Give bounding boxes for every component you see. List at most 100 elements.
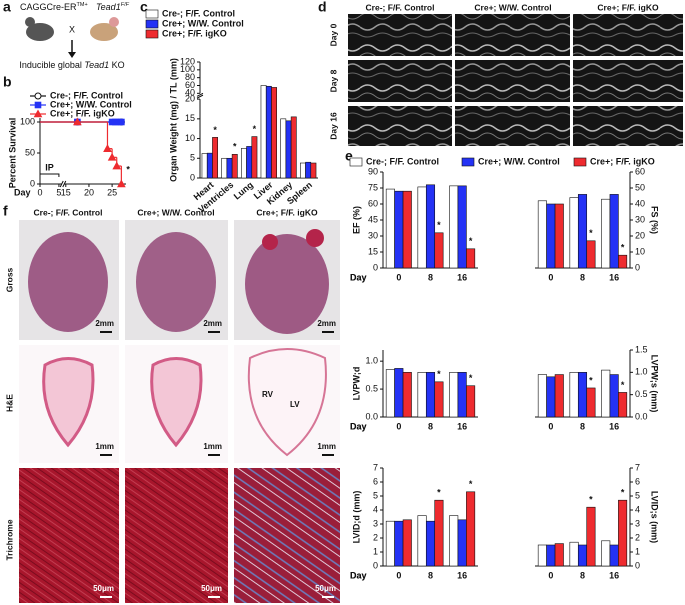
significance: * bbox=[437, 220, 441, 230]
row-label: Day 0 bbox=[328, 23, 338, 46]
scale-bar-label: 2mm bbox=[317, 319, 336, 328]
y-tick-label: 4 bbox=[635, 504, 640, 514]
panel-label: b bbox=[3, 74, 12, 90]
bar bbox=[280, 118, 287, 179]
row-label: H&E bbox=[4, 394, 14, 412]
y-tick-label: 0.5 bbox=[365, 383, 378, 393]
x-tick-label: 0 bbox=[548, 421, 553, 431]
echo-image bbox=[455, 60, 570, 102]
legend-swatch bbox=[349, 157, 363, 167]
bar bbox=[226, 157, 233, 179]
panel-d: Cre-; F/F. Control Cre+; W/W. Control Cr… bbox=[328, 2, 683, 146]
bar bbox=[417, 186, 427, 269]
bar bbox=[618, 254, 628, 269]
heart bbox=[28, 232, 108, 332]
panel-a: CAGGCre-ERTM+ Tead1F/F X Inducible globa… bbox=[19, 2, 129, 70]
y-tick-label: 1.0 bbox=[635, 367, 648, 377]
y-tick-label: 7 bbox=[373, 462, 378, 472]
scale-bar-label: 50μm bbox=[93, 584, 114, 593]
chamber-label: LV bbox=[290, 400, 300, 409]
y-tick-label: 50 bbox=[25, 147, 35, 157]
bar bbox=[290, 116, 297, 179]
y-tick-label: 20 bbox=[185, 93, 195, 103]
y-tick-label: 4 bbox=[373, 504, 378, 514]
y-tick-label: 6 bbox=[635, 476, 640, 486]
bar bbox=[449, 515, 459, 567]
column-header: Cre+; F/F. igKO bbox=[256, 207, 318, 217]
bar bbox=[260, 85, 267, 179]
y-tick-label: 80 bbox=[185, 72, 195, 82]
bar bbox=[569, 197, 579, 269]
heart bbox=[136, 232, 216, 332]
parent-label: Tead1F/F bbox=[96, 2, 130, 12]
text: Inducible global bbox=[19, 60, 84, 70]
column-header: Cre-; F/F. Control bbox=[366, 2, 435, 12]
bar bbox=[417, 515, 427, 567]
marker bbox=[107, 152, 117, 161]
axis-break bbox=[196, 92, 204, 99]
bar bbox=[577, 194, 588, 269]
bar bbox=[569, 541, 579, 567]
bar bbox=[601, 369, 611, 418]
bar bbox=[265, 85, 272, 179]
row-label: Day 16 bbox=[328, 112, 338, 140]
y-tick-label: 30 bbox=[635, 214, 645, 224]
x-tick-label: 25 bbox=[107, 187, 117, 197]
y-tick-label: 10 bbox=[635, 246, 645, 256]
x-tick-label: 15 bbox=[61, 187, 71, 197]
bar bbox=[586, 240, 596, 269]
x-tick-label: 0 bbox=[37, 187, 42, 197]
y-tick-label: 40 bbox=[635, 198, 645, 208]
bar bbox=[221, 157, 228, 179]
bar bbox=[394, 190, 404, 269]
legend-label: Cre+; F/F. igKO bbox=[590, 156, 655, 166]
marker bbox=[117, 179, 126, 188]
bar bbox=[577, 372, 588, 418]
scale-bar-label: 2mm bbox=[95, 319, 114, 328]
bar bbox=[310, 162, 317, 179]
significance: * bbox=[621, 243, 625, 253]
scale-bar-label: 2mm bbox=[203, 319, 222, 328]
y-tick-label: 60 bbox=[185, 80, 195, 90]
bar bbox=[457, 185, 467, 269]
y-tick-label: 120 bbox=[180, 56, 195, 66]
x-tick-label: 8 bbox=[428, 272, 433, 282]
echo-image bbox=[573, 106, 683, 146]
legend-swatch bbox=[145, 9, 159, 19]
bar bbox=[537, 544, 547, 567]
bar bbox=[417, 372, 427, 418]
x-axis-label: Day bbox=[350, 421, 367, 431]
x-tick-label: 8 bbox=[428, 570, 433, 580]
scale-bar-label: 50μm bbox=[315, 584, 336, 593]
scale-bar-label: 50μm bbox=[201, 584, 222, 593]
y-tick-label: 0.5 bbox=[635, 389, 648, 399]
y-axis-label: EF (%) bbox=[351, 206, 361, 234]
bar bbox=[231, 154, 238, 179]
bar bbox=[586, 506, 596, 567]
bar bbox=[554, 374, 564, 418]
text: Tead1 bbox=[84, 60, 109, 70]
y-tick-label: 5 bbox=[373, 490, 378, 500]
significance: * bbox=[233, 142, 237, 152]
x-tick-label: 0 bbox=[548, 272, 553, 282]
marker bbox=[73, 117, 82, 126]
mouse-ear bbox=[109, 17, 119, 27]
bar bbox=[434, 381, 444, 418]
column-header: Cre-; F/F. Control bbox=[34, 207, 103, 217]
y-tick-label: 0 bbox=[373, 560, 378, 570]
text: KO bbox=[109, 60, 125, 70]
significance: * bbox=[621, 380, 625, 390]
y-tick-label: 5 bbox=[635, 490, 640, 500]
text: Tead1 bbox=[96, 2, 121, 12]
y-tick-label: 1 bbox=[635, 546, 640, 556]
echo-image bbox=[573, 60, 683, 102]
ip-label: IP bbox=[45, 162, 54, 172]
bar bbox=[425, 184, 436, 269]
x-tick-label: 16 bbox=[457, 421, 467, 431]
y-tick-label: 1.0 bbox=[365, 356, 378, 366]
mouse-ear bbox=[25, 17, 35, 27]
bar bbox=[537, 200, 547, 269]
y-tick-label: 6 bbox=[373, 476, 378, 486]
x-tick-label: 8 bbox=[428, 421, 433, 431]
